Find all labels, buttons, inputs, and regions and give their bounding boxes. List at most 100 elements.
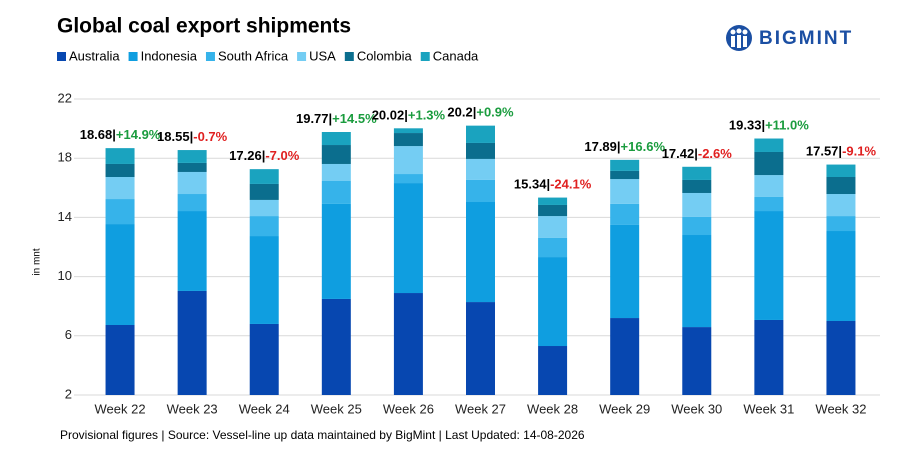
bar-segment <box>177 194 207 212</box>
bar-segment <box>538 204 568 217</box>
y-axis-label: in mnt <box>32 248 43 275</box>
bar-segment <box>249 169 279 184</box>
total-label: 20.02 <box>372 108 405 123</box>
bar-segment <box>754 175 784 197</box>
change-label: +14.9% <box>116 128 161 143</box>
bar-segment <box>466 202 495 303</box>
x-tick-label: Week 27 <box>455 401 506 416</box>
bar-segment <box>249 323 279 395</box>
y-tick-label: 6 <box>65 327 72 342</box>
bar-segment <box>682 166 712 180</box>
legend-swatch <box>297 52 307 61</box>
bar-segment <box>826 321 856 395</box>
change-label: +1.3% <box>408 108 446 123</box>
bar-segment <box>393 183 423 294</box>
separator: | <box>262 149 266 164</box>
bar-segment <box>393 174 423 184</box>
y-tick-label: 22 <box>58 90 72 105</box>
legend-label: South Africa <box>218 48 289 63</box>
x-tick-label: Week 24 <box>239 401 290 416</box>
bar-segment <box>826 176 856 195</box>
total-label: 17.89 <box>584 139 617 154</box>
bar-segment <box>610 224 640 319</box>
total-label: 17.57 <box>806 144 839 159</box>
bar-segment <box>682 327 712 395</box>
bar-segment <box>466 158 495 180</box>
change-label: -7.0% <box>265 149 299 164</box>
bar-segment <box>321 298 351 395</box>
bar-segment <box>754 138 784 152</box>
change-label: -2.6% <box>698 146 732 161</box>
separator: | <box>838 144 842 159</box>
bar-segment <box>466 302 495 395</box>
separator: | <box>329 111 333 126</box>
separator: | <box>694 146 698 161</box>
x-tick-label: Week 25 <box>311 401 362 416</box>
bar-segment <box>249 236 279 324</box>
bar-segment <box>249 183 279 200</box>
total-label: 15.34 <box>514 177 547 192</box>
total-label: 17.42 <box>662 146 695 161</box>
bar-segment <box>105 148 135 164</box>
change-label: +14.5% <box>332 111 377 126</box>
bar-segment <box>610 318 640 395</box>
x-tick-label: Week 26 <box>383 401 434 416</box>
bar-segment <box>105 176 135 200</box>
bar-segment <box>754 196 784 212</box>
total-label: 19.33 <box>729 118 762 133</box>
separator: | <box>190 129 194 144</box>
bar-segment <box>610 159 640 171</box>
legend-label: Canada <box>433 48 479 63</box>
bar-segment <box>393 146 423 175</box>
total-label: 17.26 <box>229 149 262 164</box>
legend-swatch <box>57 52 66 61</box>
bar-segment <box>682 235 712 328</box>
change-label: -24.1% <box>550 177 592 192</box>
total-annotation: 17.57|-9.1% <box>806 144 877 159</box>
change-label: -0.7% <box>193 129 227 144</box>
legend-label: Colombia <box>357 48 413 63</box>
total-annotation: 19.77|+14.5% <box>296 111 377 126</box>
separator: | <box>546 177 550 192</box>
total-label: 19.77 <box>296 111 329 126</box>
bar-segment <box>682 179 712 193</box>
chart-title: Global coal export shipments <box>57 15 351 38</box>
brand-logo: BIGMINT <box>726 25 853 51</box>
bar-segment <box>105 224 135 325</box>
bar-segment <box>177 290 207 395</box>
brand-name: BIGMINT <box>759 28 853 49</box>
bar-segment <box>538 216 568 238</box>
bar-segment <box>538 197 568 205</box>
total-annotation: 20.02|+1.3% <box>372 108 446 123</box>
x-tick-label: Week 29 <box>599 401 650 416</box>
total-annotation: 18.55|-0.7% <box>157 129 228 144</box>
total-label: 18.68 <box>80 128 113 143</box>
bar-segment <box>754 151 784 176</box>
y-tick-label: 18 <box>58 150 72 165</box>
bar-segment <box>826 216 856 232</box>
bar-segment <box>538 257 568 347</box>
bar-segment <box>249 216 279 237</box>
total-annotation: 19.33|+11.0% <box>729 118 809 133</box>
x-tick-label: Week 28 <box>527 401 578 416</box>
bar-segment <box>466 125 495 143</box>
separator: | <box>761 118 765 133</box>
bar-segment <box>177 162 207 172</box>
separator: | <box>112 128 116 143</box>
total-annotation: 17.42|-2.6% <box>662 146 733 161</box>
x-tick-label: Week 31 <box>743 401 794 416</box>
legend-label: Australia <box>69 48 120 63</box>
x-tick-label: Week 32 <box>815 401 866 416</box>
separator: | <box>404 108 408 123</box>
change-label: +11.0% <box>765 118 809 133</box>
bar-segment <box>177 171 207 195</box>
total-label: 20.2 <box>447 105 472 120</box>
legend-label: Indonesia <box>141 48 198 63</box>
bar-segment <box>466 179 495 203</box>
total-annotation: 15.34|-24.1% <box>514 177 592 192</box>
bar-segment <box>105 324 135 395</box>
total-label: 18.55 <box>157 129 190 144</box>
bar-segment <box>105 163 135 177</box>
bar-segment <box>393 293 423 395</box>
